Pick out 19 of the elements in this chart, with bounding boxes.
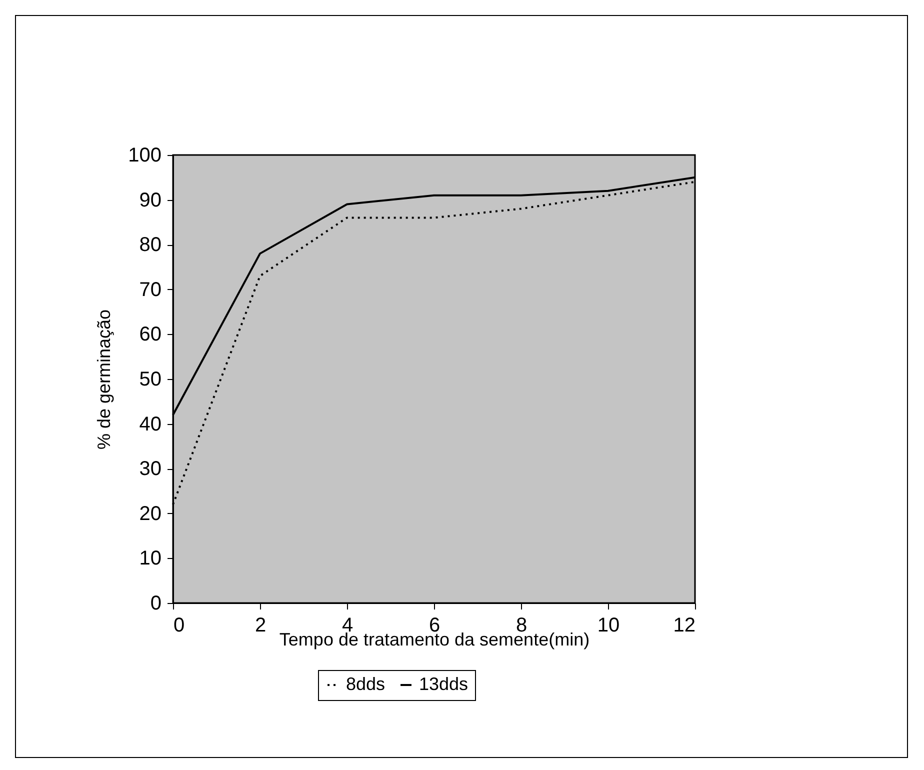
y-tick-label: 60 [139,324,162,346]
legend-label: 13dds [419,674,468,694]
x-tick-label: 2 [254,614,266,636]
x-tick-label: 12 [673,614,696,636]
y-tick-label: 100 [128,144,162,166]
y-tick-label: 80 [139,234,162,256]
legend-label: 8dds [346,674,386,694]
y-tick-label: 20 [139,502,162,525]
y-tick-label: 0 [150,592,162,614]
x-tick-label: 10 [597,614,620,636]
y-tick-label: 10 [139,548,162,570]
y-tick-label: 50 [139,368,162,390]
y-tick-label: 40 [139,413,162,436]
x-tick-label: 0 [174,614,185,636]
y-tick-label: 90 [139,189,162,212]
x-tick-label: 8 [516,614,528,636]
y-tick-label: 70 [139,278,162,301]
y-axis-title: % de germinação [94,309,114,450]
y-tick-label: 30 [139,458,162,480]
